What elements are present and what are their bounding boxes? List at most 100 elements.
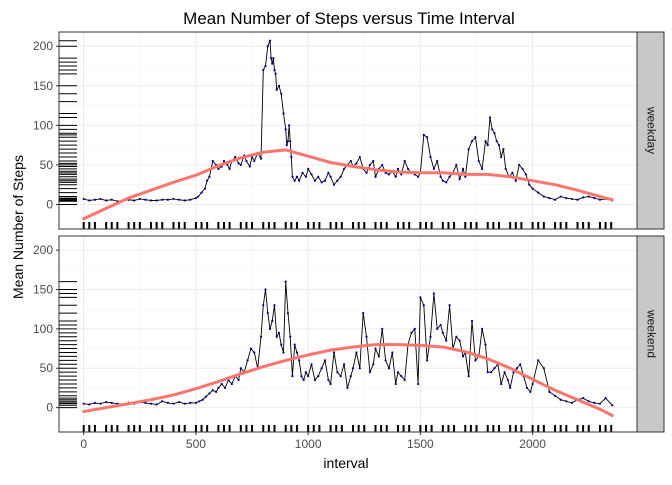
data-point (272, 57, 275, 60)
data-point (293, 179, 296, 182)
data-point (211, 389, 214, 392)
data-point (302, 378, 305, 382)
y-tick-label: 0 (46, 401, 53, 415)
data-point (286, 312, 290, 315)
data-point (537, 359, 540, 362)
data-point (372, 363, 375, 366)
data-point (270, 57, 273, 60)
data-point (274, 72, 277, 76)
data-point (161, 400, 164, 403)
data-point (329, 382, 332, 386)
y-tick-label: 0 (46, 197, 53, 211)
data-point (342, 363, 346, 366)
data-point (264, 64, 267, 68)
data-point (287, 124, 291, 127)
data-point (177, 198, 181, 201)
facet-strip-label: weekend (644, 309, 658, 358)
data-point (183, 402, 186, 405)
data-point (531, 187, 534, 190)
data-point (495, 140, 498, 143)
data-point (110, 401, 113, 404)
data-point (259, 335, 263, 338)
data-point (239, 367, 242, 370)
data-point (332, 351, 336, 354)
data-point (249, 347, 253, 350)
data-point (208, 392, 211, 395)
data-point (271, 62, 274, 65)
data-point (537, 191, 540, 194)
data-point (277, 84, 281, 87)
data-point (183, 199, 186, 202)
chart-title: Mean Number of Steps versus Time Interva… (183, 9, 515, 28)
data-point (381, 327, 384, 330)
data-point (82, 197, 85, 201)
data-point (511, 171, 514, 174)
data-point (215, 390, 218, 393)
data-point (521, 167, 524, 170)
y-tick-label: 50 (40, 158, 54, 172)
data-point (518, 163, 521, 167)
data-point (598, 198, 602, 201)
data-point (194, 197, 198, 200)
data-point (336, 179, 339, 182)
data-point (515, 367, 519, 370)
data-point (320, 181, 323, 184)
panel-weekday: 0 50 100 150 200 weekday (33, 31, 665, 230)
y-tick-label: 200 (33, 39, 53, 53)
data-point (377, 355, 380, 358)
data-point (339, 375, 342, 378)
data-point (105, 400, 108, 404)
data-point (310, 173, 313, 176)
data-point (289, 335, 292, 338)
data-point (365, 171, 368, 174)
data-point (593, 197, 596, 200)
facet-strip-label: weekday (644, 106, 658, 154)
data-point (436, 327, 439, 330)
data-point (253, 351, 256, 354)
data-point (144, 401, 147, 404)
data-point (525, 386, 529, 390)
data-point (553, 198, 557, 201)
data-point (531, 382, 534, 386)
data-point (275, 335, 278, 338)
data-point (313, 179, 316, 182)
data-point (381, 163, 384, 167)
data-point (291, 375, 294, 378)
data-point (565, 400, 568, 403)
y-tick-label: 100 (33, 322, 53, 336)
data-point (467, 147, 470, 151)
data-point (149, 199, 153, 202)
data-point (458, 178, 461, 181)
data-point (201, 398, 204, 401)
data-point (406, 167, 410, 170)
data-point (307, 375, 310, 378)
data-point (576, 198, 579, 201)
data-point (217, 386, 220, 390)
data-point (419, 296, 422, 299)
data-point (502, 147, 505, 151)
data-point (110, 198, 113, 201)
smooth-line (82, 148, 614, 221)
data-point (259, 157, 263, 160)
facet-strip (636, 31, 665, 230)
x-tick-label: 2000 (519, 437, 546, 451)
data-point (403, 159, 406, 163)
data-point (548, 197, 551, 200)
data-point (200, 191, 203, 194)
data-point (220, 382, 223, 386)
data-point (237, 378, 240, 382)
data-point (587, 400, 590, 403)
data-point (234, 155, 237, 159)
data-point (439, 175, 442, 178)
data-point (529, 390, 532, 393)
data-point (436, 159, 439, 163)
data-point (493, 132, 496, 135)
data-point (166, 401, 169, 404)
data-point (429, 335, 432, 338)
data-point (222, 159, 226, 163)
data-point (172, 197, 175, 201)
data-point (189, 401, 192, 404)
data-point (298, 359, 301, 362)
data-point (461, 355, 465, 358)
data-point (237, 162, 240, 165)
